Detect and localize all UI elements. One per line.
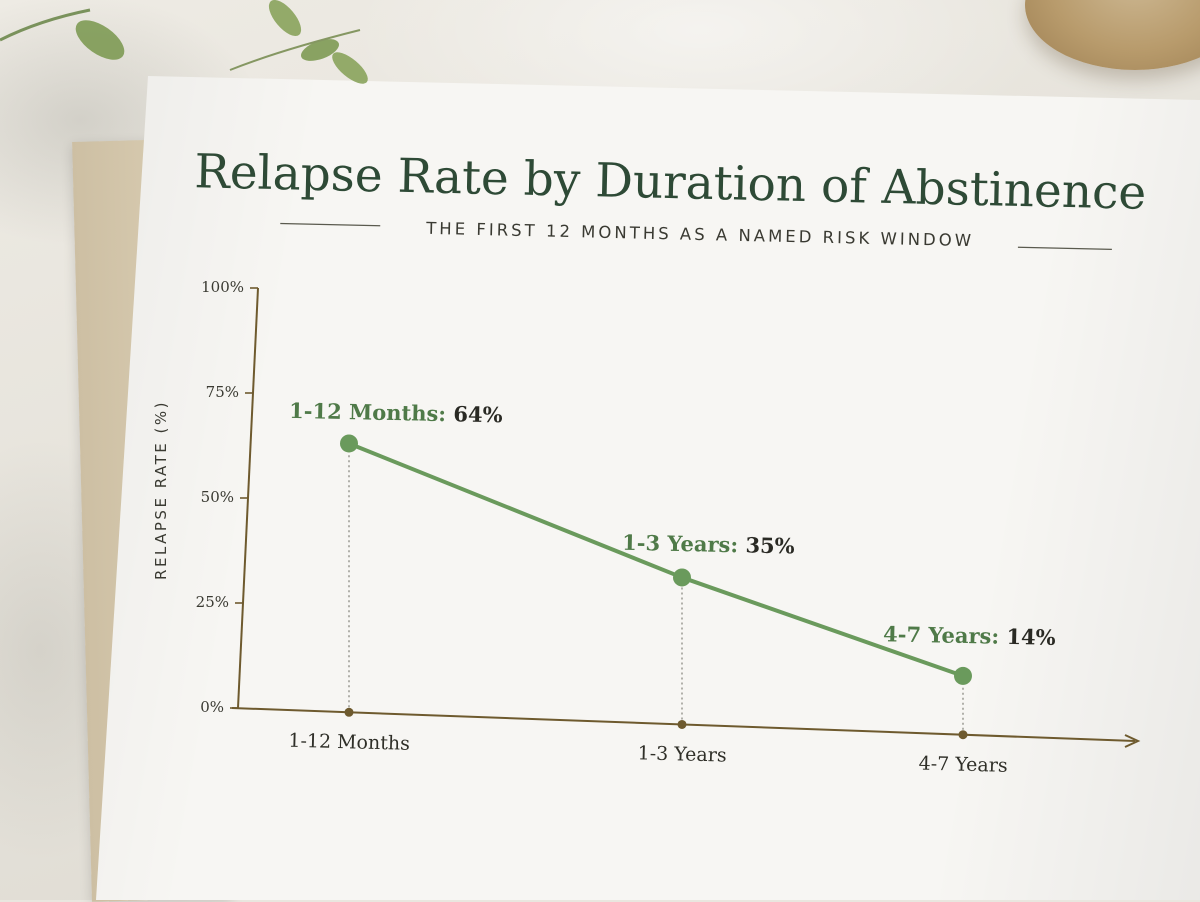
x-tick-label: 1-3 Years — [637, 742, 726, 766]
y-axis-label: RELAPSE RATE (%) — [152, 400, 170, 580]
chart-title: Relapse Rate by Duration of Abstinence — [194, 144, 1147, 221]
data-label: 4-7 Years: 14% — [883, 621, 1056, 650]
y-tick-label: 25% — [196, 593, 229, 611]
data-label: 1-3 Years: 35% — [622, 530, 795, 559]
data-label-category: 1-12 Months: — [289, 398, 454, 426]
y-tick-label: 50% — [201, 488, 234, 506]
y-tick-label: 100% — [201, 278, 244, 296]
chart-subtitle: THE FIRST 12 MONTHS AS A NAMED RISK WIND… — [425, 219, 974, 250]
x-tick-dot — [344, 707, 354, 717]
y-tick-label: 75% — [206, 383, 239, 401]
data-label-category: 1-3 Years: — [622, 530, 746, 558]
data-label: 1-12 Months: 64% — [289, 398, 503, 427]
x-tick-label: 4-7 Years — [918, 753, 1007, 777]
data-label-value: 64% — [453, 401, 503, 427]
x-tick-dot — [677, 719, 687, 729]
data-point — [340, 434, 358, 453]
data-point — [954, 666, 972, 685]
series-line — [347, 441, 965, 678]
data-label-value: 35% — [745, 532, 795, 558]
subtitle-rule-right — [1017, 246, 1112, 250]
x-axis-arrow — [1124, 734, 1141, 748]
data-label-value: 14% — [1006, 624, 1056, 650]
x-tick-dot — [958, 730, 968, 740]
subtitle-rule-left — [280, 222, 381, 227]
data-point — [673, 568, 691, 587]
plant-leaves-decor — [0, 0, 368, 84]
data-label-category: 4-7 Years: — [883, 621, 1007, 649]
x-tick-label: 1-12 Months — [288, 730, 410, 755]
y-tick-label: 0% — [200, 698, 224, 716]
